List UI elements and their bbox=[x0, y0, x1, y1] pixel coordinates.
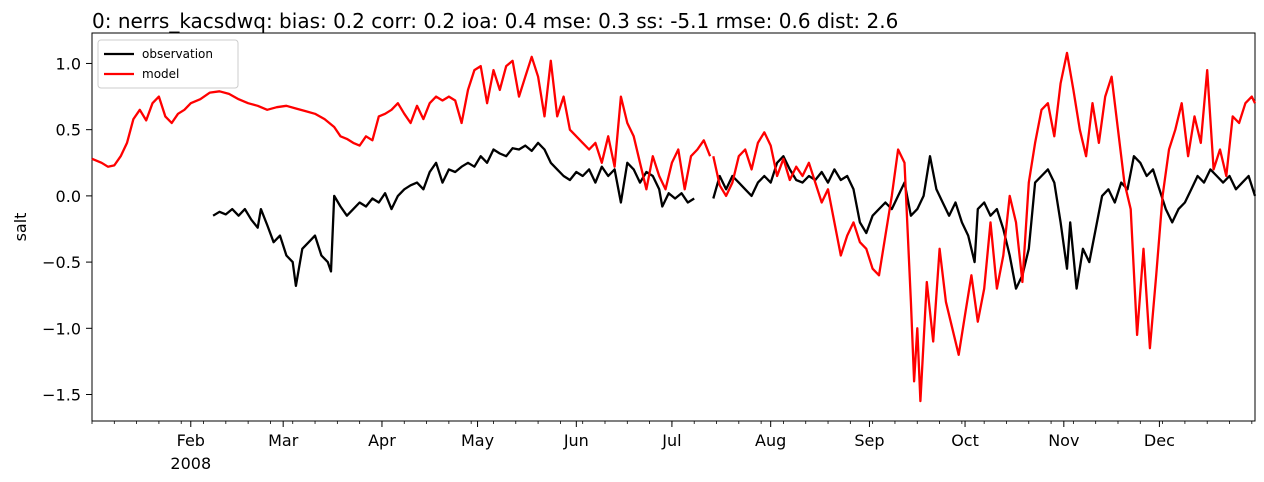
x-year-label: 2008 bbox=[170, 454, 211, 473]
observation-line-segment-1 bbox=[212, 141, 695, 288]
legend-label-model: model bbox=[142, 67, 179, 81]
y-axis: 1.0 0.5 0.0 −0.5 −1.0 −1.5 bbox=[42, 54, 92, 405]
x-tick-label-dec: Dec bbox=[1144, 431, 1175, 450]
y-tick-label: −1.5 bbox=[42, 386, 81, 405]
legend: observation model bbox=[97, 39, 239, 89]
chart-title: 0: nerrs_kacsdwq: bias: 0.2 corr: 0.2 io… bbox=[92, 9, 898, 33]
plot-area bbox=[91, 32, 1256, 422]
model-line-segment-1 bbox=[91, 55, 712, 191]
observation-line-segment-2 bbox=[712, 155, 1257, 290]
y-tick-label: 0.5 bbox=[56, 121, 81, 140]
x-tick-label-apr: Apr bbox=[368, 431, 396, 450]
legend-label-observation: observation bbox=[142, 47, 213, 61]
x-tick-label-aug: Aug bbox=[755, 431, 786, 450]
y-tick-label: 0.0 bbox=[56, 187, 81, 206]
series-layer bbox=[91, 51, 1257, 403]
model-line-segment-2 bbox=[712, 51, 1257, 403]
y-axis-label: salt bbox=[11, 213, 30, 242]
y-tick-label: 1.0 bbox=[56, 54, 81, 73]
x-tick-label-nov: Nov bbox=[1048, 431, 1079, 450]
legend-box bbox=[97, 39, 239, 89]
x-tick-label-feb: Feb bbox=[177, 431, 205, 450]
x-tick-label-sep: Sep bbox=[854, 431, 884, 450]
x-axis: Feb Mar Apr May Jun Jul Aug Sep Oct Nov Dec 2008 bbox=[91, 421, 1253, 473]
x-tick-label-oct: Oct bbox=[951, 431, 979, 450]
x-tick-label-jun: Jun bbox=[563, 431, 589, 450]
y-tick-label: −1.0 bbox=[42, 319, 81, 338]
series-observation bbox=[212, 141, 1257, 290]
x-tick-label-mar: Mar bbox=[268, 431, 299, 450]
x-tick-label-may: May bbox=[461, 431, 494, 450]
y-tick-label: −0.5 bbox=[42, 253, 81, 272]
series-model bbox=[91, 51, 1257, 403]
x-tick-label-jul: Jul bbox=[661, 431, 681, 450]
plot-frame bbox=[91, 32, 1256, 422]
